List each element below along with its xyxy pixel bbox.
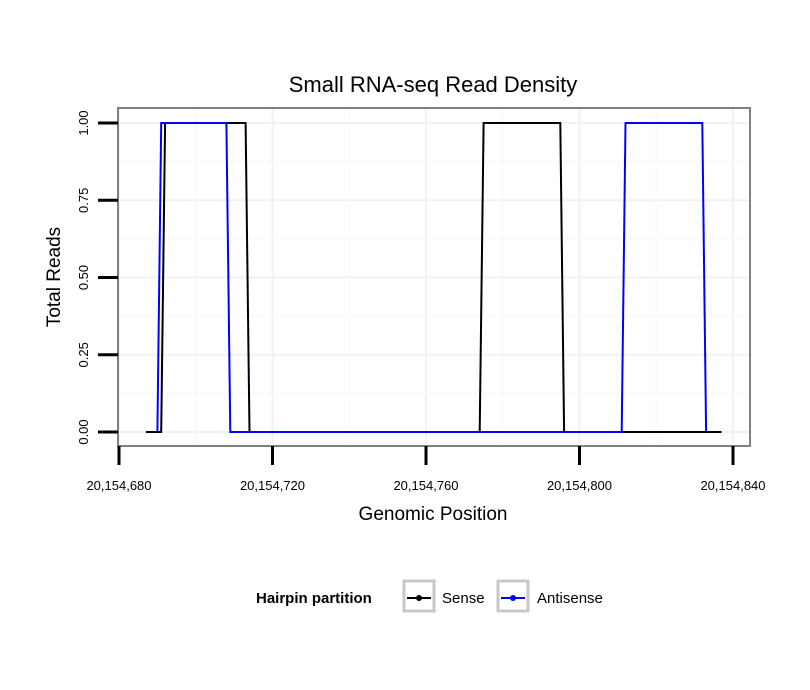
- chart-title: Small RNA-seq Read Density: [289, 72, 578, 97]
- x-axis-title: Genomic Position: [359, 504, 508, 525]
- y-tick-label: 0.25: [76, 342, 91, 367]
- x-tick-label: 20,154,720: [240, 478, 305, 493]
- y-axis: 0.00 0.25 0.50 0.75 1.00: [76, 110, 118, 445]
- x-tick-label: 20,154,840: [700, 478, 765, 493]
- legend-label-sense: Sense: [442, 590, 485, 607]
- x-axis: 20,154,680 20,154,720 20,154,760 20,154,800…: [86, 446, 766, 493]
- x-tick-label: 20,154,680: [86, 478, 151, 493]
- legend-key-sense: [402, 579, 436, 613]
- legend-label-antisense: Antisense: [537, 590, 603, 607]
- x-tick-label: 20,154,800: [547, 478, 612, 493]
- legend-point-antisense: [510, 595, 516, 601]
- series-lines: [145, 122, 722, 433]
- y-tick-label: 0.50: [76, 265, 91, 290]
- legend-title: Hairpin partition: [256, 590, 372, 607]
- y-axis-title: Total Reads: [44, 227, 65, 327]
- x-tick-label: 20,154,760: [393, 478, 458, 493]
- legend-point-sense: [416, 595, 422, 601]
- y-tick-label: 0.00: [76, 419, 91, 444]
- y-tick-label: 0.75: [76, 188, 91, 213]
- y-tick-label: 1.00: [76, 110, 91, 135]
- series-line-antisense: [156, 122, 708, 433]
- legend: Hairpin partition Sense Antisense: [256, 579, 603, 613]
